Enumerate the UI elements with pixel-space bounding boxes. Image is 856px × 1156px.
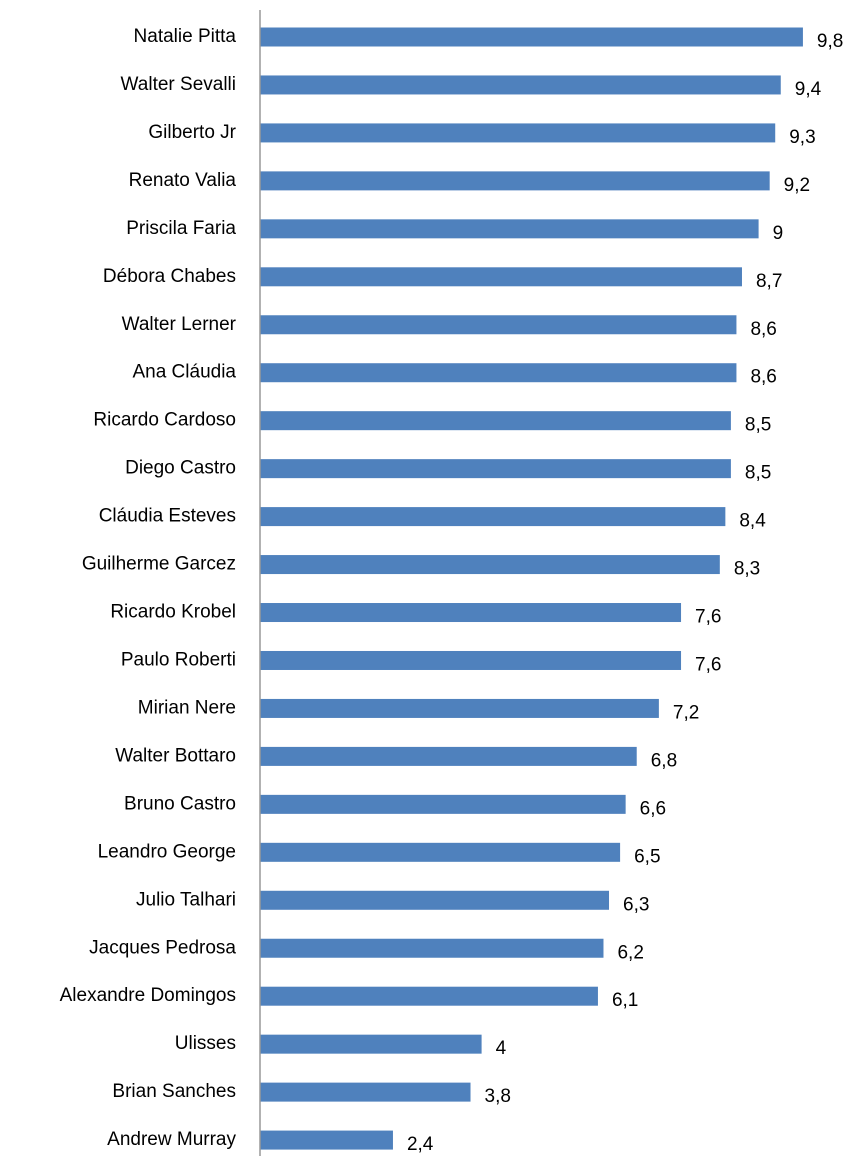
value-label: 2,4 — [407, 1134, 434, 1155]
value-label: 6,1 — [612, 990, 638, 1011]
value-label: 9,4 — [795, 79, 822, 100]
category-label: Ana Cláudia — [132, 362, 236, 383]
category-label: Bruno Castro — [124, 793, 236, 814]
value-label: 6,8 — [651, 750, 677, 771]
bar — [260, 171, 770, 191]
category-label: Guilherme Garcez — [82, 554, 236, 575]
category-label: Walter Lerner — [122, 314, 237, 335]
bar — [260, 603, 682, 623]
value-label: 6,2 — [617, 942, 643, 963]
category-label: Priscila Faria — [126, 218, 236, 239]
category-label: Natalie Pitta — [134, 26, 237, 47]
value-label: 8,6 — [750, 367, 776, 388]
category-label: Gilberto Jr — [148, 122, 236, 143]
value-label: 9,8 — [817, 31, 843, 52]
value-label: 7,2 — [673, 702, 699, 723]
value-label: 8,7 — [756, 271, 782, 292]
bar — [260, 219, 759, 239]
category-label: Renato Valia — [129, 170, 237, 191]
value-label: 4 — [496, 1038, 507, 1059]
bar — [260, 411, 731, 431]
value-label: 9,3 — [789, 127, 815, 148]
value-label: 9,2 — [784, 175, 810, 196]
value-label: 8,3 — [734, 559, 760, 580]
value-label: 8,4 — [739, 511, 766, 532]
category-label: Jacques Pedrosa — [89, 937, 236, 958]
category-label: Alexandre Domingos — [60, 985, 236, 1006]
category-label: Julio Talhari — [136, 889, 236, 910]
bar — [260, 267, 742, 287]
category-label: Brian Sanches — [112, 1081, 236, 1102]
bar — [260, 650, 682, 670]
bar — [260, 123, 776, 143]
bar — [260, 842, 621, 862]
value-label: 6,3 — [623, 894, 649, 915]
bar — [260, 746, 637, 766]
bar — [260, 315, 737, 335]
value-label: 7,6 — [695, 607, 721, 628]
value-label: 9 — [773, 223, 784, 244]
value-label: 7,6 — [695, 654, 721, 675]
bar — [260, 1130, 393, 1150]
value-label: 8,5 — [745, 415, 771, 436]
category-label: Walter Bottaro — [115, 745, 236, 766]
category-label: Ulisses — [175, 1033, 236, 1054]
category-label: Paulo Roberti — [121, 649, 236, 670]
bar — [260, 794, 626, 814]
category-label: Leandro George — [98, 841, 236, 862]
bar — [260, 986, 598, 1006]
bar — [260, 1034, 482, 1054]
bar — [260, 27, 803, 47]
category-label: Ricardo Krobel — [110, 602, 236, 623]
bar — [260, 363, 737, 383]
category-label: Cláudia Esteves — [99, 506, 236, 527]
bar — [260, 1082, 471, 1102]
bar — [260, 459, 731, 479]
category-label: Walter Sevalli — [121, 74, 236, 95]
category-label: Mirian Nere — [138, 697, 236, 718]
category-label: Diego Castro — [125, 458, 236, 479]
bar — [260, 555, 720, 575]
value-label: 6,5 — [634, 846, 660, 867]
bar — [260, 507, 726, 527]
bar — [260, 938, 604, 958]
bar — [260, 698, 659, 718]
category-label: Ricardo Cardoso — [93, 410, 236, 431]
category-label: Débora Chabes — [103, 266, 236, 287]
bar — [260, 75, 781, 95]
value-label: 8,5 — [745, 463, 771, 484]
bar — [260, 890, 610, 910]
value-label: 6,6 — [640, 798, 666, 819]
value-label: 8,6 — [750, 319, 776, 340]
value-label: 3,8 — [485, 1086, 511, 1107]
category-label: Andrew Murray — [107, 1129, 236, 1150]
